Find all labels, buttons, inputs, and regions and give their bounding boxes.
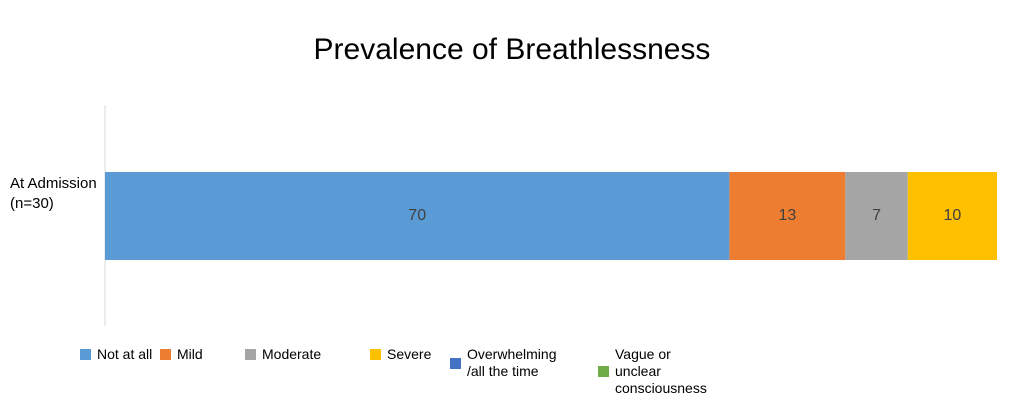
bar-segment bbox=[105, 172, 730, 260]
chart-title: Prevalence of Breathlessness bbox=[314, 33, 711, 66]
legend-label: Severe bbox=[387, 346, 432, 362]
legend-swatch bbox=[245, 349, 256, 360]
bar-segment bbox=[845, 172, 908, 260]
data-label: 70 bbox=[408, 207, 426, 224]
legend-label: Mild bbox=[177, 346, 203, 362]
legend-item: Severe bbox=[370, 346, 431, 363]
bar-segment bbox=[729, 172, 846, 260]
legend-swatch bbox=[370, 349, 381, 360]
legend-label: Overwhelming /all the time bbox=[467, 346, 557, 379]
legend-item: Not at all bbox=[80, 346, 152, 363]
data-label: 7 bbox=[872, 207, 881, 224]
legend-swatch bbox=[598, 366, 609, 377]
legend-label: Moderate bbox=[262, 346, 322, 362]
legend-item: Mild bbox=[160, 346, 203, 363]
legend-item: Overwhelming /all the time bbox=[450, 346, 567, 380]
legend-item: Moderate bbox=[245, 346, 321, 363]
data-label: 10 bbox=[944, 207, 962, 224]
legend-swatch bbox=[160, 349, 171, 360]
category-label: At Admission (n=30) bbox=[10, 175, 97, 212]
legend-swatch bbox=[80, 349, 91, 360]
legend-item: Vague or unclear consciousness bbox=[598, 346, 715, 397]
bar-segment bbox=[907, 172, 997, 260]
legend-label: Vague or unclear consciousness bbox=[615, 346, 707, 396]
legend-label: Not at all bbox=[97, 346, 153, 362]
legend-swatch bbox=[450, 357, 461, 369]
data-label: 13 bbox=[778, 207, 796, 224]
